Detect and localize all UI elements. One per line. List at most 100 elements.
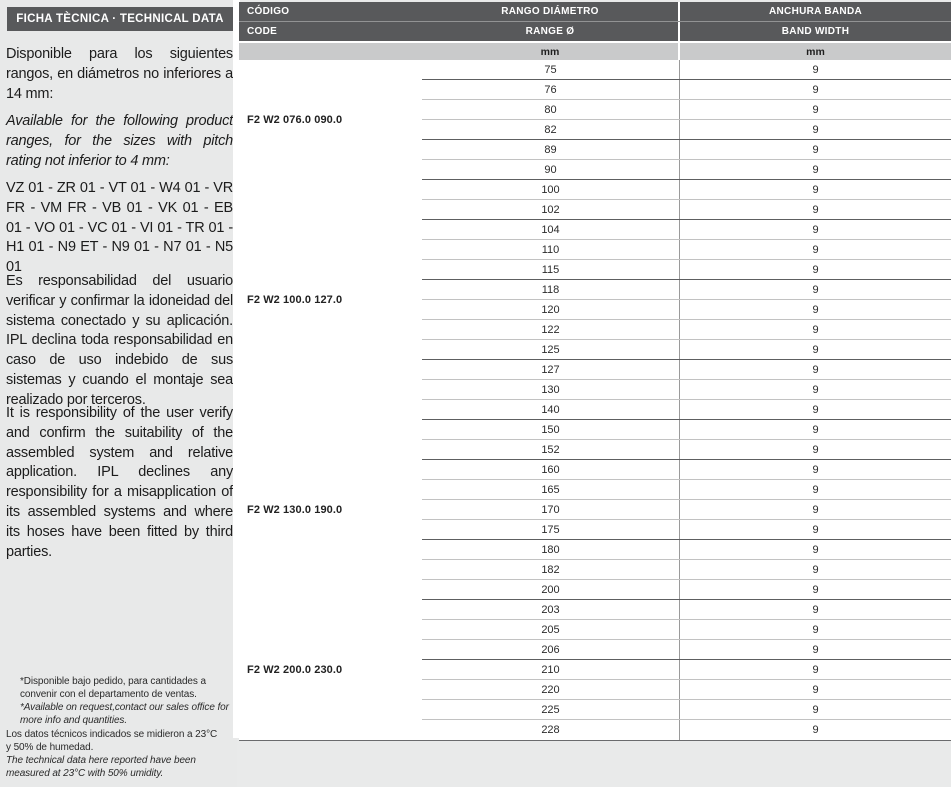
band-width-cell: 9	[812, 703, 819, 716]
table-row: 115 9	[422, 260, 951, 280]
table-row: 206 9	[422, 640, 951, 660]
table-row: 104 9	[422, 220, 951, 240]
table-group: F2 W2 200.0 230.0 203 9 205 9 206 9 210 9 220 9 225…	[239, 600, 951, 740]
table-row: 220 9	[422, 680, 951, 700]
table-row: 82 9	[422, 120, 951, 140]
diameter-cell: 127	[422, 360, 680, 379]
table-header-row-secondary: CODE RANGE Ø BAND WIDTH	[239, 22, 951, 43]
table-row: 225 9	[422, 700, 951, 720]
group-rows: 150 9 152 9 160 9 165 9 170 9 175 9 180 9 182 9 200 9	[422, 420, 951, 600]
table-row: 102 9	[422, 200, 951, 220]
band-width-cell: 9	[812, 463, 819, 476]
footnote-tech-es: Los datos técnicos indicados se midieron…	[6, 729, 218, 753]
table-row: 182 9	[422, 560, 951, 580]
band-width-cell: 9	[812, 403, 819, 416]
diameter-cell: 228	[422, 720, 680, 740]
band-width-cell: 9	[812, 243, 819, 256]
table-row: 127 9	[422, 360, 951, 380]
disclaimer-paragraph-es: Es responsabilidad del usuario verificar…	[6, 273, 233, 408]
diameter-cell: 152	[422, 440, 680, 459]
band-width-cell: 9	[812, 263, 819, 276]
diameter-cell: 182	[422, 560, 680, 579]
diameter-cell: 76	[422, 80, 680, 99]
band-width-cell: 9	[812, 423, 819, 436]
product-codes-list: VZ 01 - ZR 01 - VT 01 - W4 01 - VR FR - …	[6, 180, 233, 276]
section-title-label: FICHA TÈCNICA · TECHNICAL DATA	[16, 13, 224, 25]
diameter-cell: 115	[422, 260, 680, 279]
table-row: 203 9	[422, 600, 951, 620]
diameter-cell: 210	[422, 660, 680, 679]
diameter-cell: 203	[422, 600, 680, 619]
table-row: 180 9	[422, 540, 951, 560]
table-row: 175 9	[422, 520, 951, 540]
diameter-cell: 80	[422, 100, 680, 119]
band-width-cell: 9	[812, 323, 819, 336]
diameter-cell: 100	[422, 180, 680, 199]
table-row: 152 9	[422, 440, 951, 460]
band-width-cell: 9	[812, 623, 819, 636]
band-width-cell: 9	[812, 103, 819, 116]
table-row: 150 9	[422, 420, 951, 440]
header-range-en: RANGE Ø	[422, 22, 680, 41]
band-width-cell: 9	[812, 523, 819, 536]
diameter-cell: 175	[422, 520, 680, 539]
band-width-cell: 9	[812, 63, 819, 76]
table-row: 90 9	[422, 160, 951, 180]
band-width-cell: 9	[812, 603, 819, 616]
intro-paragraph-en: Available for the following product rang…	[6, 113, 233, 169]
band-width-cell: 9	[812, 443, 819, 456]
table-row: 140 9	[422, 400, 951, 420]
header-range-es: RANGO DIÁMETRO	[422, 2, 680, 21]
unit-bandwidth-mm: mm	[806, 45, 825, 58]
band-width-cell: 9	[812, 363, 819, 376]
diameter-cell: 140	[422, 400, 680, 419]
table-row: 122 9	[422, 320, 951, 340]
group-rows: 100 9 102 9 104 9 110 9 115 9 118 9 120 9 122 9 125 9 127 9…	[422, 180, 951, 420]
diameter-cell: 130	[422, 380, 680, 399]
diameter-cell: 170	[422, 500, 680, 519]
band-width-cell: 9	[812, 724, 819, 736]
table-row: 76 9	[422, 80, 951, 100]
table-row: 160 9	[422, 460, 951, 480]
diameter-cell: 89	[422, 140, 680, 159]
band-width-cell: 9	[812, 503, 819, 516]
unit-spacer	[239, 43, 422, 60]
table-row: 228 9	[422, 720, 951, 740]
diameter-cell: 102	[422, 200, 680, 219]
table-row: 210 9	[422, 660, 951, 680]
table-unit-row: mm mm	[239, 43, 951, 60]
table-row: 110 9	[422, 240, 951, 260]
diameter-cell: 150	[422, 420, 680, 439]
footnote-tech-en: The technical data here reported have be…	[6, 755, 196, 779]
table-group: F2 W2 130.0 190.0 150 9 152 9 160 9 165 9 170 9 175…	[239, 420, 951, 600]
band-width-cell: 9	[812, 123, 819, 136]
footnote-request-es: *Disponible bajo pedido, para cantidades…	[20, 676, 206, 700]
table-row: 165 9	[422, 480, 951, 500]
diameter-cell: 205	[422, 620, 680, 639]
band-width-cell: 9	[812, 383, 819, 396]
band-width-cell: 9	[812, 83, 819, 96]
band-width-cell: 9	[812, 183, 819, 196]
group-code-cell: F2 W2 076.0 090.0	[247, 114, 343, 126]
band-width-cell: 9	[812, 343, 819, 356]
table-row: 125 9	[422, 340, 951, 360]
band-width-cell: 9	[812, 143, 819, 156]
intro-paragraph-es: Disponible para los siguientes rangos, e…	[6, 46, 233, 102]
group-code-cell: F2 W2 130.0 190.0	[247, 504, 343, 516]
table-row: 130 9	[422, 380, 951, 400]
table-group: F2 W2 076.0 090.0 75 9 76 9 80 9 82 9 89 9 90 9	[239, 60, 951, 180]
diameter-cell: 225	[422, 700, 680, 719]
table-row: 100 9	[422, 180, 951, 200]
diameter-cell: 122	[422, 320, 680, 339]
header-bandwidth-en: BAND WIDTH	[781, 26, 850, 37]
group-rows: 75 9 76 9 80 9 82 9 89 9 90 9	[422, 60, 951, 180]
group-code-cell: F2 W2 100.0 127.0	[247, 294, 343, 306]
group-code-cell: F2 W2 200.0 230.0	[247, 664, 343, 676]
diameter-cell: 118	[422, 280, 680, 299]
band-width-cell: 9	[812, 683, 819, 696]
table-row: 200 9	[422, 580, 951, 600]
diameter-cell: 160	[422, 460, 680, 479]
band-width-cell: 9	[812, 483, 819, 496]
header-bandwidth-es: ANCHURA BANDA	[769, 6, 862, 17]
